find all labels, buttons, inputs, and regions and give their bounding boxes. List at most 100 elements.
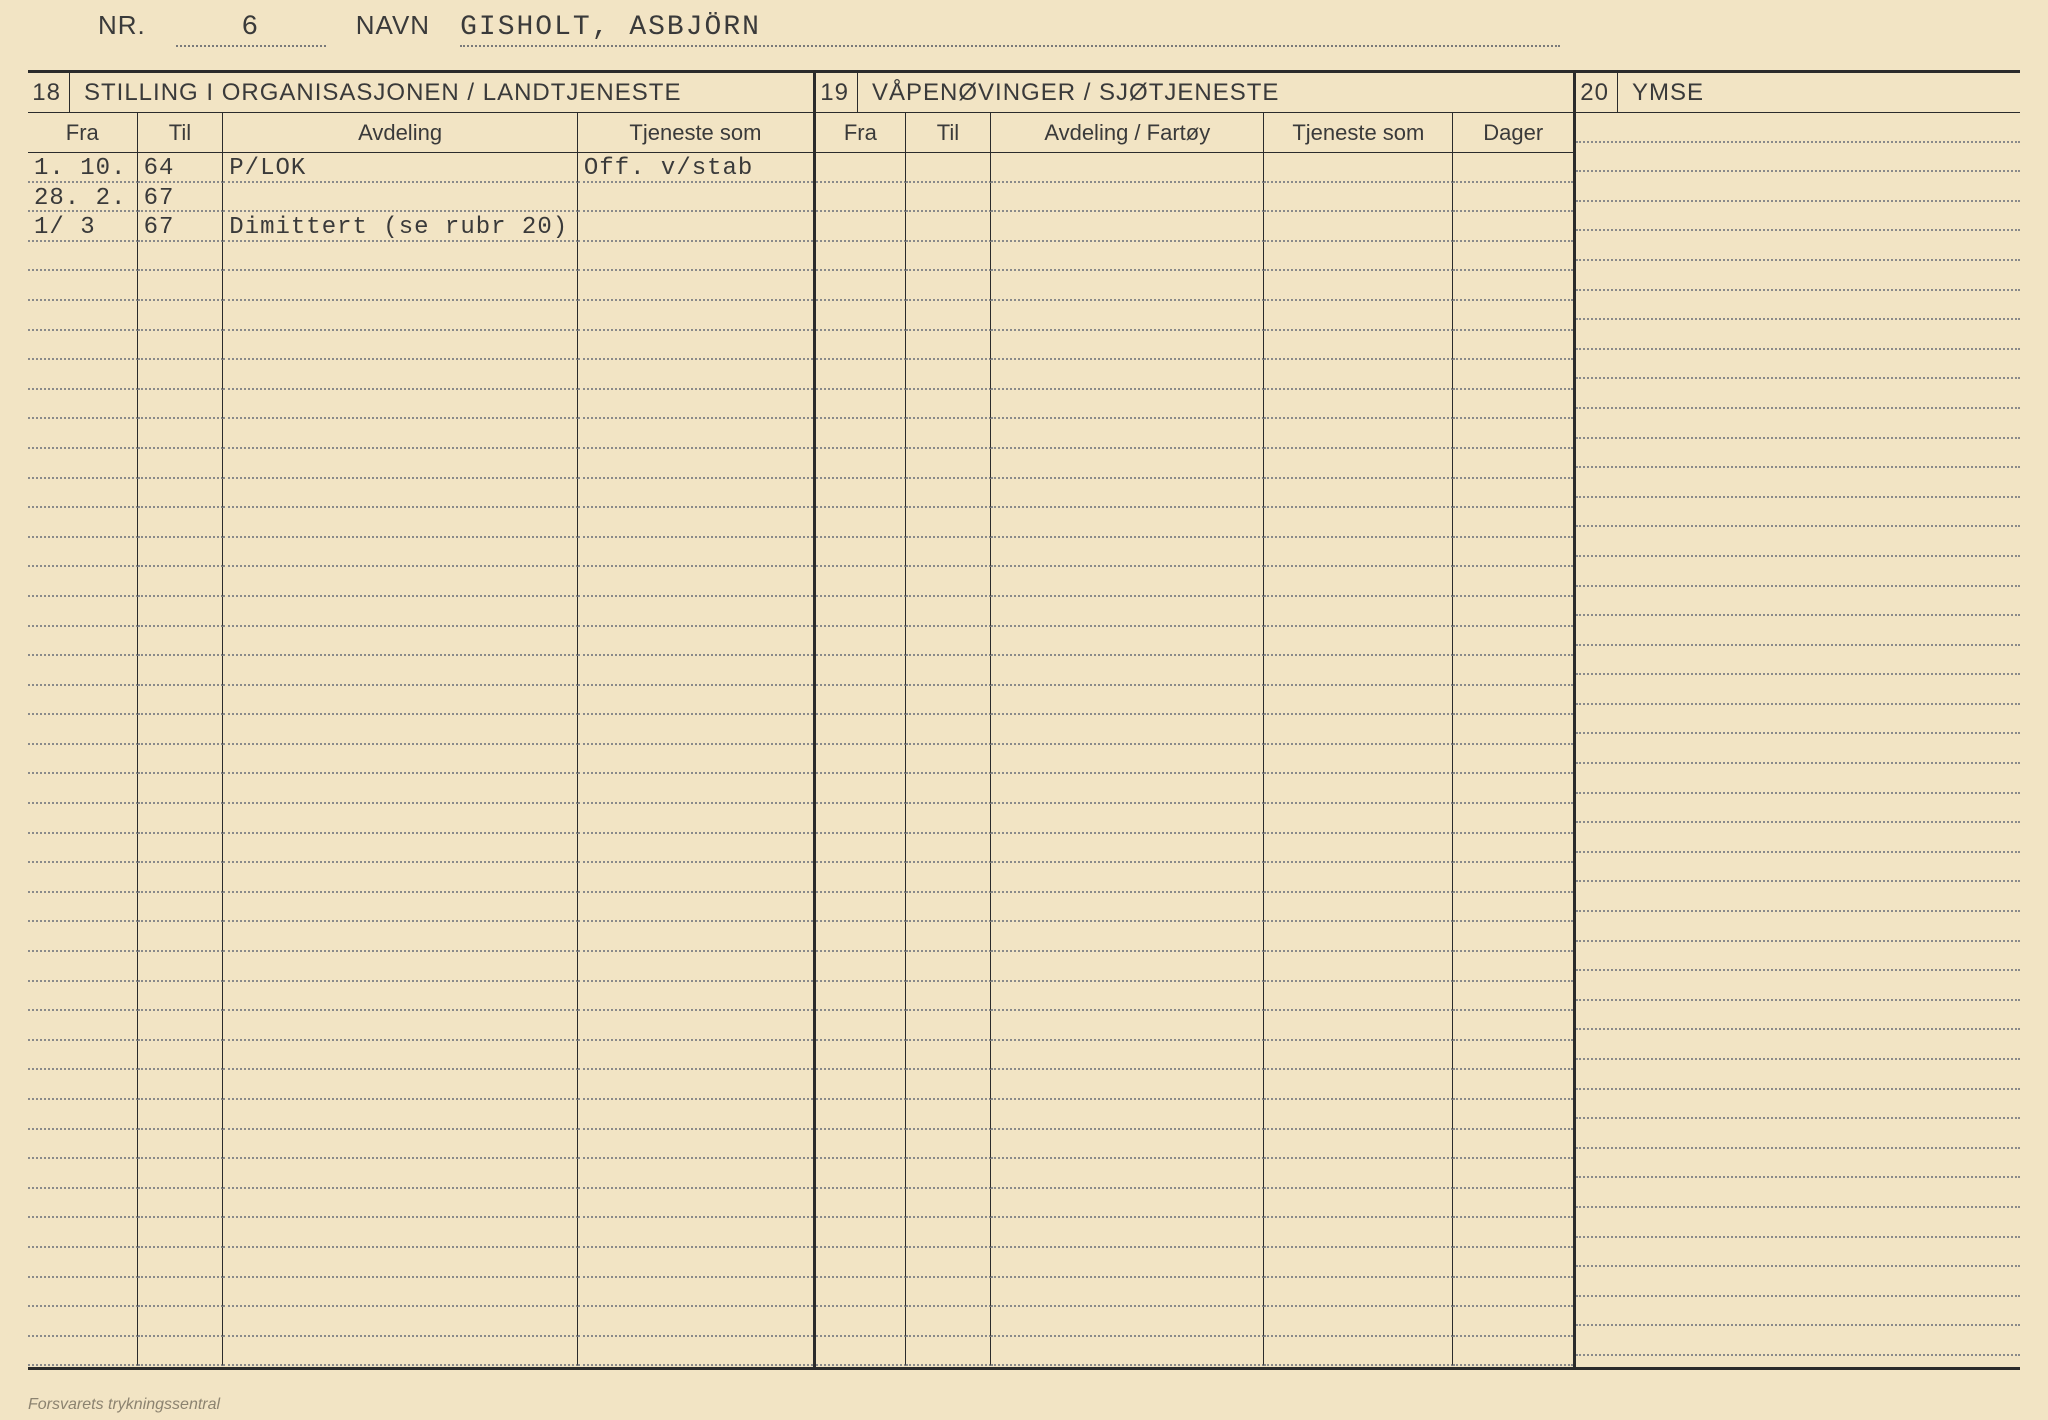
table-cell (578, 627, 813, 657)
table-cell (816, 834, 906, 864)
table-cell (1576, 823, 2020, 853)
table-row (1576, 231, 2020, 261)
table-row: 1/ 367Dimittert (se rubr 20) (28, 212, 813, 242)
table-cell (906, 922, 992, 952)
table-cell (138, 715, 224, 745)
table-cell (578, 183, 813, 213)
table-cell (991, 1307, 1264, 1337)
table-cell (578, 834, 813, 864)
table-cell (223, 627, 578, 657)
table-cell (28, 1130, 138, 1160)
table-cell (991, 1248, 1264, 1278)
table-cell (28, 597, 138, 627)
table-cell (1264, 1218, 1453, 1248)
table-row (1576, 971, 2020, 1001)
table-cell (28, 656, 138, 686)
table-cell (578, 952, 813, 982)
table-cell (138, 922, 224, 952)
col-header-fra: Fra (28, 113, 138, 152)
table-cell (816, 627, 906, 657)
table-cell (138, 271, 224, 301)
table-cell (223, 597, 578, 627)
table-cell (28, 567, 138, 597)
table-cell (1264, 627, 1453, 657)
section-19-title: VÅPENØVINGER / SJØTJENESTE (858, 79, 1279, 107)
table-cell (1453, 301, 1573, 331)
table-cell (1453, 804, 1573, 834)
table-cell (1453, 1070, 1573, 1100)
table-cell (991, 301, 1264, 331)
table-cell (1453, 1218, 1573, 1248)
table-cell (28, 1100, 138, 1130)
table-cell (906, 804, 992, 834)
table-cell (816, 153, 906, 183)
table-cell (223, 242, 578, 272)
table-row (28, 893, 813, 923)
table-cell (906, 271, 992, 301)
table-cell (816, 1159, 906, 1189)
table-cell (906, 1337, 992, 1367)
table-cell (28, 449, 138, 479)
table-cell (991, 360, 1264, 390)
table-cell (906, 567, 992, 597)
table-cell (906, 1070, 992, 1100)
table-cell (578, 301, 813, 331)
table-row (816, 212, 1573, 242)
table-cell (1264, 242, 1453, 272)
col-header-til: Til (906, 113, 992, 152)
table-cell (578, 1337, 813, 1367)
table-row (28, 952, 813, 982)
table-row (28, 1159, 813, 1189)
table-cell (1576, 942, 2020, 972)
table-cell (906, 508, 992, 538)
table-cell (28, 1337, 138, 1367)
table-cell (816, 922, 906, 952)
table-cell (991, 242, 1264, 272)
table-cell (138, 508, 224, 538)
table-cell (1264, 1189, 1453, 1219)
table-cell (1453, 922, 1573, 952)
table-cell (1264, 1307, 1453, 1337)
table-cell (138, 360, 224, 390)
table-cell (1264, 449, 1453, 479)
table-cell (991, 1011, 1264, 1041)
nr-label: NR. (98, 10, 146, 41)
table-cell (578, 479, 813, 509)
table-row (28, 863, 813, 893)
table-cell (1264, 656, 1453, 686)
table-cell (138, 1307, 224, 1337)
table-cell (1264, 1130, 1453, 1160)
table-cell (816, 1307, 906, 1337)
table-cell (991, 834, 1264, 864)
table-cell (138, 390, 224, 420)
table-cell (28, 301, 138, 331)
table-row (28, 508, 813, 538)
table-cell (138, 301, 224, 331)
table-cell (906, 1130, 992, 1160)
table-cell (578, 508, 813, 538)
table-cell (991, 1189, 1264, 1219)
table-cell (28, 863, 138, 893)
table-cell (578, 212, 813, 242)
table-row (816, 1218, 1573, 1248)
navn-value: GISHOLT, ASBJÖRN (460, 12, 1560, 47)
table-cell (1576, 1297, 2020, 1327)
table-row (1576, 675, 2020, 705)
table-cell (138, 893, 224, 923)
table-cell (223, 1218, 578, 1248)
table-cell (906, 982, 992, 1012)
table-row (1576, 320, 2020, 350)
table-cell (1453, 982, 1573, 1012)
table-cell (578, 1218, 813, 1248)
table-cell (991, 212, 1264, 242)
section-20-rows (1576, 113, 2020, 1367)
table-cell (991, 1041, 1264, 1071)
table-row (28, 656, 813, 686)
table-cell (138, 567, 224, 597)
table-cell (816, 774, 906, 804)
table-cell (816, 1278, 906, 1308)
table-cell (223, 686, 578, 716)
table-cell (991, 419, 1264, 449)
table-row (28, 242, 813, 272)
table-cell (138, 982, 224, 1012)
